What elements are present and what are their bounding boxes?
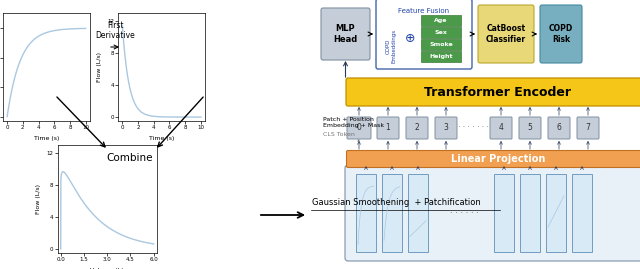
X-axis label: Time (s): Time (s) — [149, 136, 174, 141]
Text: Feature Fusion: Feature Fusion — [399, 8, 449, 14]
Text: 5: 5 — [527, 123, 532, 133]
Bar — [421, 51, 461, 62]
FancyBboxPatch shape — [478, 5, 534, 63]
FancyBboxPatch shape — [519, 117, 541, 139]
FancyBboxPatch shape — [406, 117, 428, 139]
X-axis label: Time (s): Time (s) — [34, 136, 59, 141]
Text: 6: 6 — [557, 123, 561, 133]
Text: Smoke: Smoke — [429, 42, 453, 47]
Text: Patch + Position
Embedding + Mask: Patch + Position Embedding + Mask — [323, 117, 384, 128]
FancyBboxPatch shape — [548, 117, 570, 139]
Bar — [408, 174, 428, 252]
FancyBboxPatch shape — [346, 150, 640, 168]
Text: 3: 3 — [444, 123, 449, 133]
Text: 7: 7 — [586, 123, 591, 133]
Text: Height: Height — [429, 54, 452, 59]
Text: Combine: Combine — [107, 153, 153, 163]
Text: Age: Age — [435, 18, 448, 23]
Bar — [520, 174, 540, 252]
Bar — [356, 174, 376, 252]
Text: · · · · · ·: · · · · · · — [449, 208, 479, 218]
Bar — [421, 39, 461, 50]
Text: CLS Token: CLS Token — [323, 132, 355, 137]
Text: COPD
Risk: COPD Risk — [549, 24, 573, 44]
Text: · · · · · · ·: · · · · · · · — [458, 123, 489, 133]
Y-axis label: Flow (L/s): Flow (L/s) — [97, 52, 102, 82]
Text: Sex: Sex — [435, 30, 447, 35]
Text: COPD
Embeddings: COPD Embeddings — [385, 29, 396, 63]
Text: 2: 2 — [415, 123, 419, 133]
Text: CatBoost
Classifier: CatBoost Classifier — [486, 24, 526, 44]
FancyBboxPatch shape — [577, 117, 599, 139]
FancyBboxPatch shape — [490, 117, 512, 139]
Text: Transformer Encoder: Transformer Encoder — [424, 86, 572, 98]
FancyBboxPatch shape — [376, 0, 472, 69]
Bar — [382, 174, 402, 252]
X-axis label: Volume (L): Volume (L) — [90, 268, 124, 269]
Text: 0: 0 — [356, 123, 362, 133]
Text: ⊕: ⊕ — [404, 33, 415, 45]
FancyBboxPatch shape — [346, 78, 640, 106]
Text: 1: 1 — [386, 123, 390, 133]
Text: First
Derivative: First Derivative — [95, 21, 135, 40]
Bar — [421, 27, 461, 38]
Bar — [572, 174, 592, 252]
FancyBboxPatch shape — [347, 117, 371, 139]
Bar — [421, 15, 461, 26]
Text: 4: 4 — [499, 123, 504, 133]
Text: MLP
Head: MLP Head — [333, 24, 358, 44]
FancyBboxPatch shape — [435, 117, 457, 139]
FancyBboxPatch shape — [345, 165, 640, 261]
Text: Gaussian Smoothening  + Patchification: Gaussian Smoothening + Patchification — [312, 198, 481, 207]
FancyBboxPatch shape — [321, 8, 370, 60]
Y-axis label: Flow (L/s): Flow (L/s) — [36, 184, 41, 214]
Bar — [546, 174, 566, 252]
FancyBboxPatch shape — [377, 117, 399, 139]
Text: *: * — [357, 139, 361, 145]
Text: Linear Projection: Linear Projection — [451, 154, 545, 164]
FancyBboxPatch shape — [540, 5, 582, 63]
Bar — [494, 174, 514, 252]
